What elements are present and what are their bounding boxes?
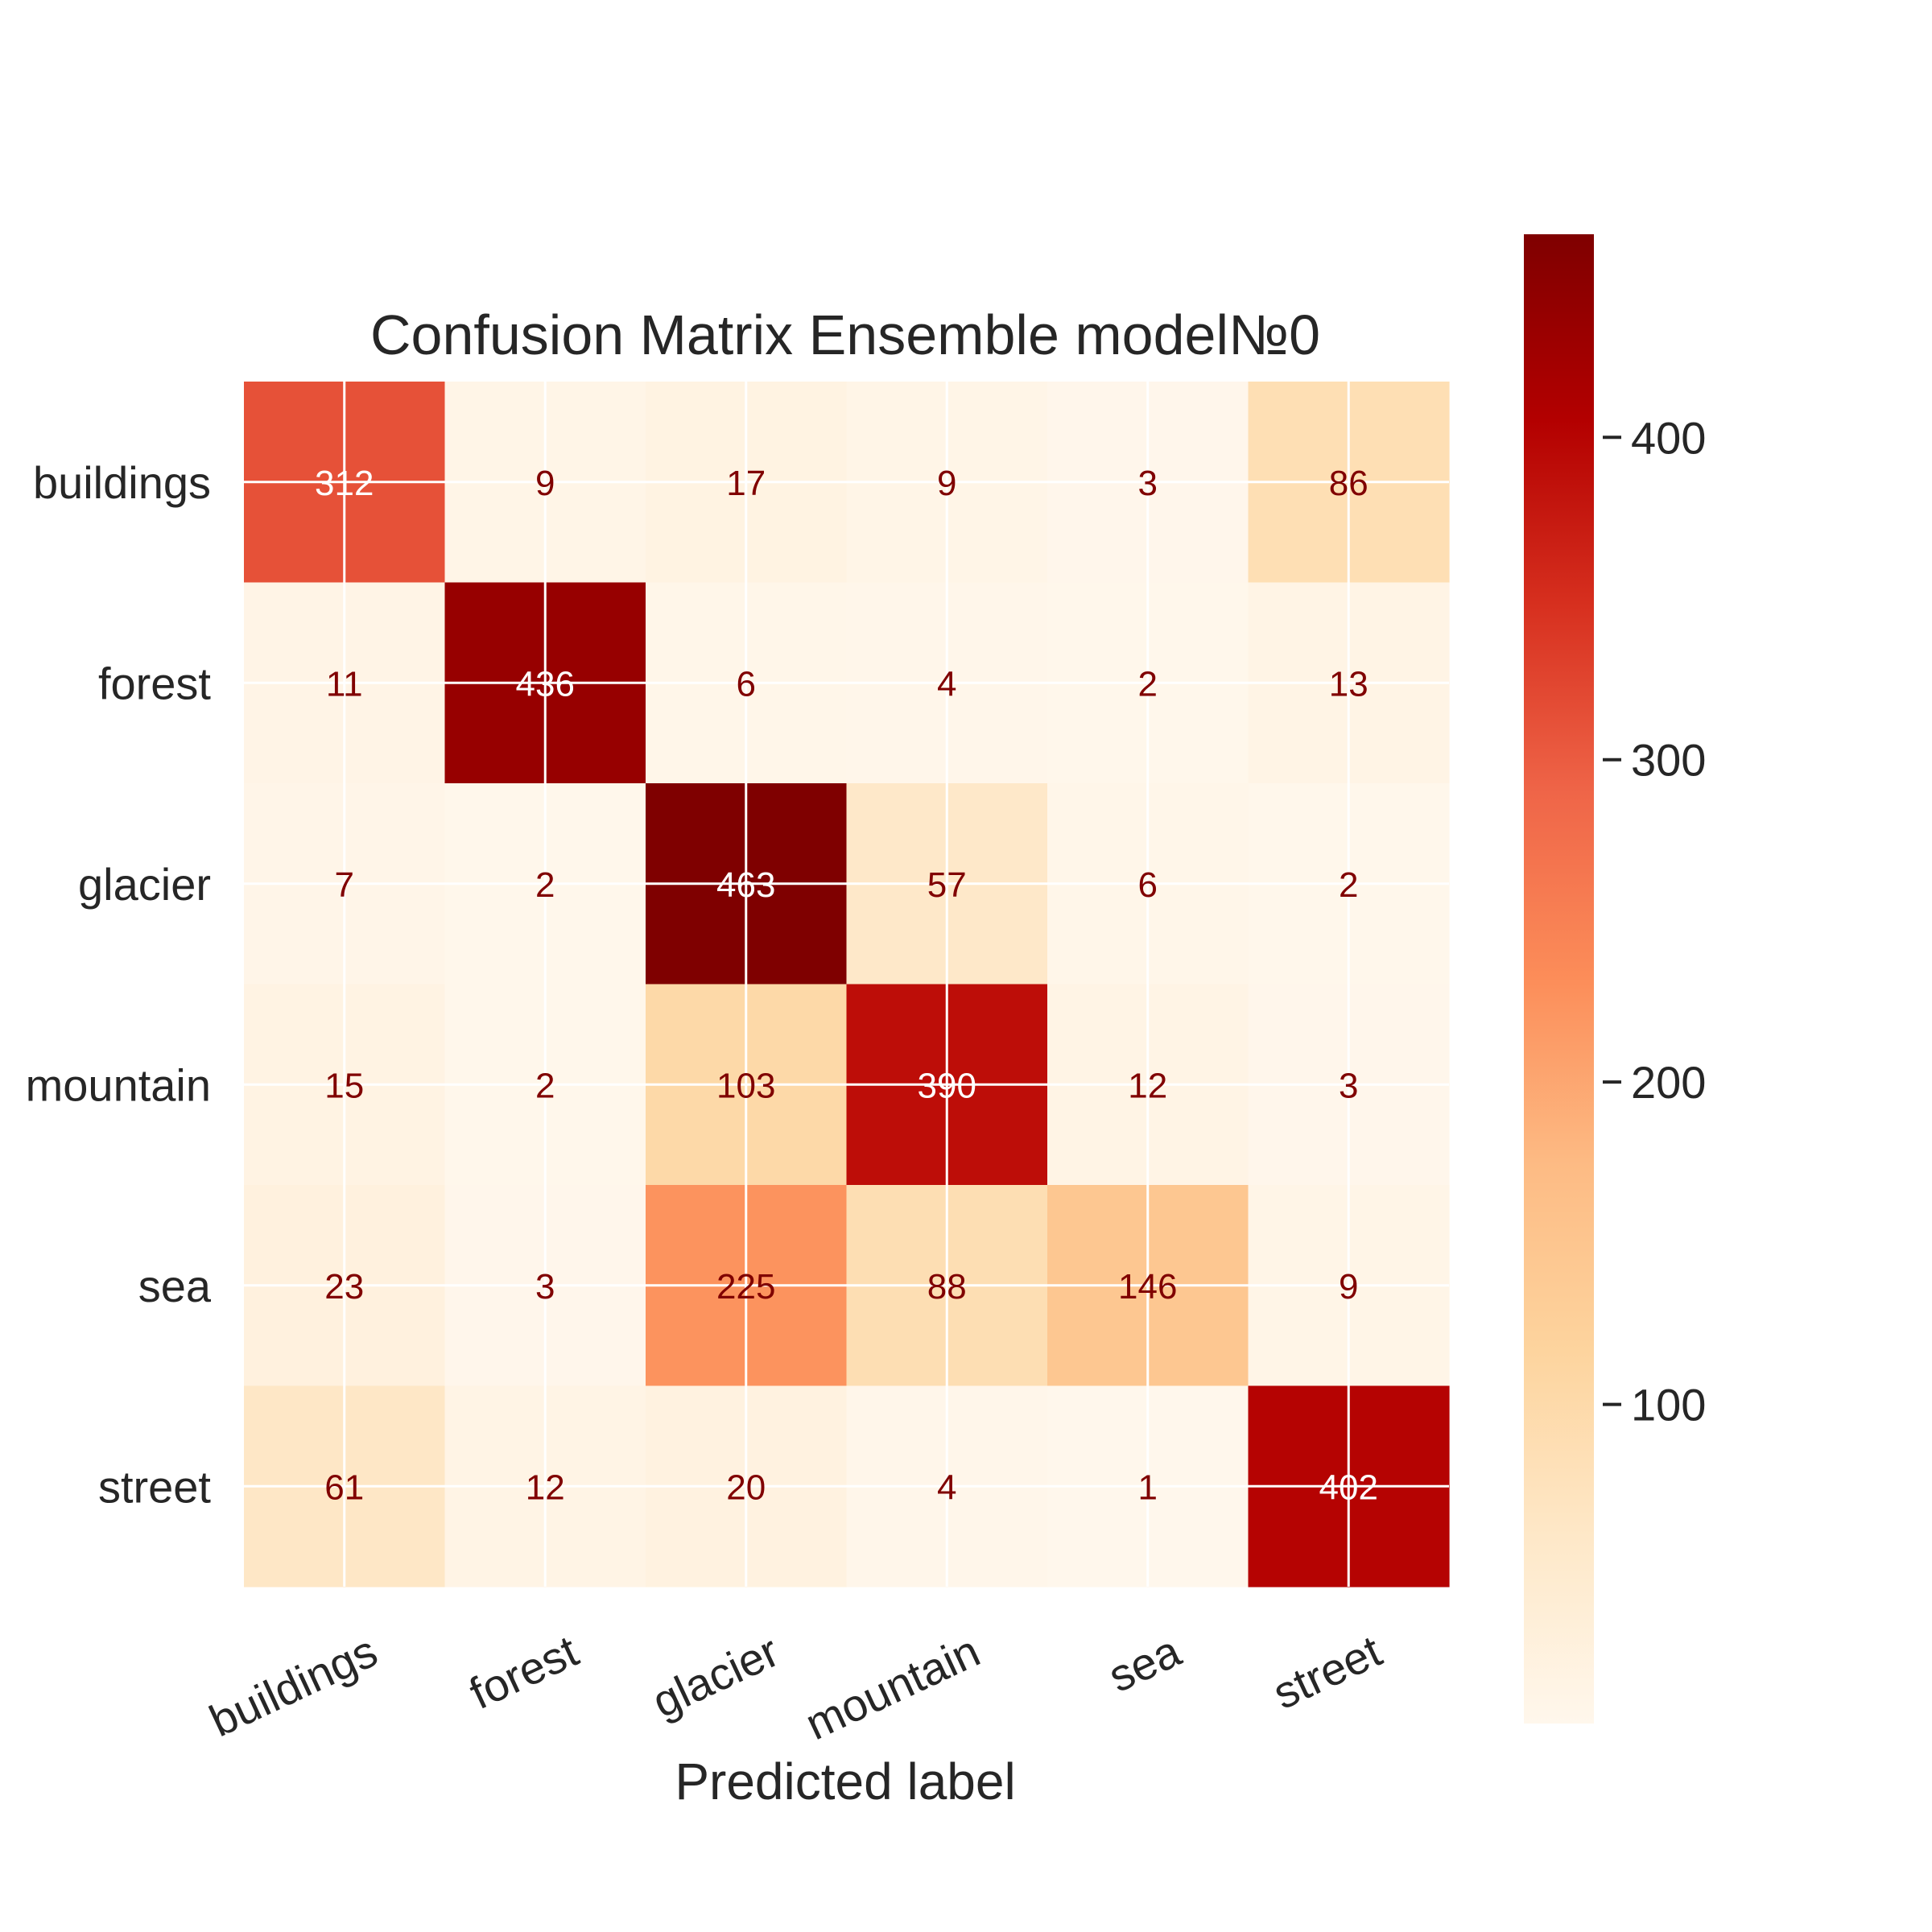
chart-title: Confusion Matrix Ensemble model№0 [370,303,1320,366]
cell-value-label: 402 [1319,1468,1378,1507]
cell-value-label: 4 [937,1468,956,1507]
cell-value-label: 12 [1128,1066,1167,1105]
y-tick-label: sea [138,1261,212,1311]
colorbar-ticks: 100 200 300 400 [1603,412,1706,1430]
cell-value-label: 463 [716,865,775,905]
grid-lines [244,382,1449,1587]
x-tick-label: sea [1100,1624,1188,1702]
cell-value-label: 20 [726,1468,766,1507]
x-axis-label: Predicted label [675,1752,1015,1810]
colorbar [1524,234,1594,1724]
x-tick-label: buildings [202,1625,385,1747]
cell-value-label: 4 [937,664,956,704]
y-tick-label: glacier [78,859,211,910]
colorbar-tick-label: 200 [1631,1057,1706,1108]
cell-value-label: 436 [516,664,575,704]
x-tick-label: forest [462,1625,586,1719]
cell-value-label: 9 [937,464,956,503]
cell-value-label: 86 [1329,464,1368,503]
y-tick-label: mountain [26,1059,211,1110]
cell-value-label: 103 [716,1066,775,1105]
x-tick-label: mountain [798,1625,987,1749]
cell-value-label: 57 [927,865,967,905]
cell-value-label: 3 [1138,464,1158,503]
cell-value-label: 2 [1138,664,1158,704]
cell-value-label: 17 [726,464,766,503]
cell-value-label: 1 [1138,1468,1158,1507]
cell-value-label: 23 [324,1267,364,1307]
cell-value-label: 390 [918,1066,976,1105]
colorbar-tick-label: 300 [1631,735,1706,786]
cell-value-label: 15 [324,1066,364,1105]
cell-value-label: 2 [535,865,555,905]
cell-value-label: 9 [535,464,555,503]
cell-value-label: 3 [1339,1066,1358,1105]
x-axis-tick-labels: buildings forest glacier mountain sea street [202,1624,1389,1749]
cell-value-label: 61 [324,1468,364,1507]
heatmap-cells [244,382,1450,1587]
cell-value-label: 146 [1118,1267,1177,1307]
y-axis-tick-labels: buildings forest glacier mountain sea street [26,457,212,1513]
cell-value-label: 6 [737,664,756,704]
cell-value-label: 88 [927,1267,967,1307]
cell-value-label: 11 [326,664,363,704]
cell-value-label: 225 [716,1267,775,1307]
y-tick-label: forest [98,658,211,708]
colorbar-tick-label: 400 [1631,412,1706,463]
cell-value-label: 12 [526,1468,565,1507]
cell-value-label: 9 [1339,1267,1358,1307]
cell-value-label: 13 [1329,664,1368,704]
cell-value-label: 3 [535,1267,555,1307]
cell-value-label: 2 [535,1066,555,1105]
y-tick-label: buildings [33,457,211,508]
y-tick-label: street [98,1461,211,1512]
cell-value-label: 6 [1138,865,1158,905]
cell-value-label: 2 [1339,865,1358,905]
cell-value-label: 312 [315,464,374,503]
x-tick-label: glacier [645,1625,786,1728]
x-tick-label: street [1265,1625,1389,1719]
cell-value-label: 7 [335,865,354,905]
colorbar-tick-label: 100 [1631,1380,1706,1430]
